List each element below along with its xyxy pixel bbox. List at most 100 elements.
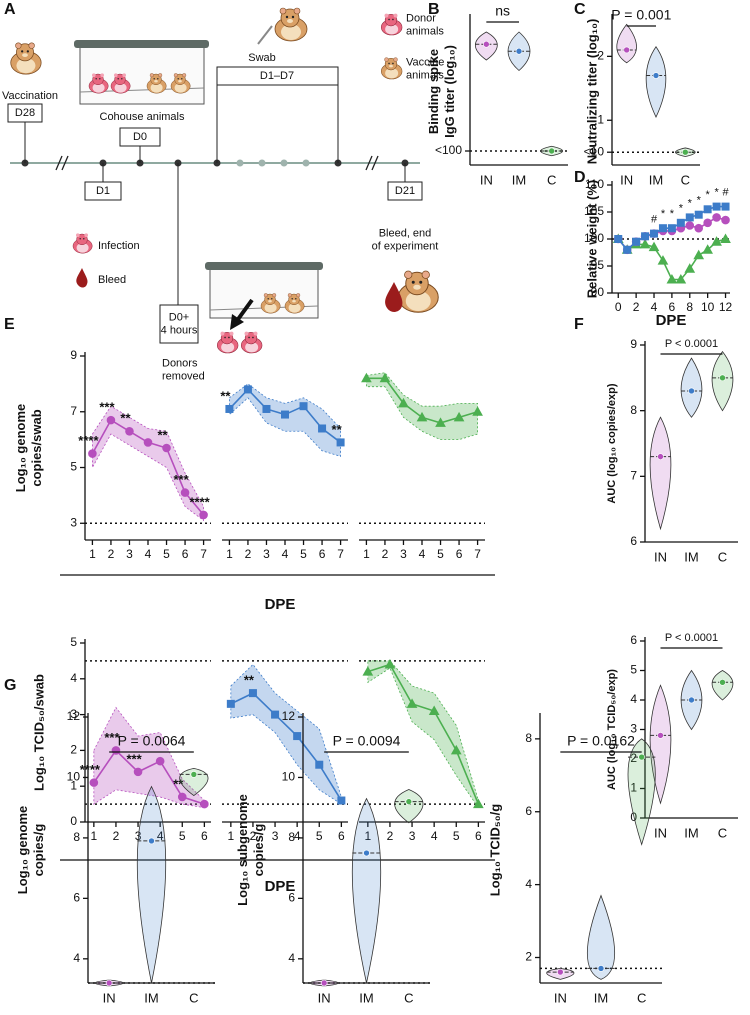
marker bbox=[641, 232, 650, 241]
median-point bbox=[483, 40, 490, 48]
median-point bbox=[557, 968, 564, 976]
y-tick-label: 10 bbox=[67, 770, 81, 784]
y-tick-label: 9 bbox=[70, 348, 77, 362]
marker bbox=[384, 658, 396, 669]
marker bbox=[711, 236, 722, 246]
hamster-icon bbox=[397, 270, 439, 313]
panel-label: E bbox=[4, 316, 15, 333]
marker bbox=[658, 224, 667, 233]
median-point bbox=[652, 72, 660, 79]
y-tick-label: 3 bbox=[70, 707, 77, 721]
significance-label: P < 0.0001 bbox=[665, 632, 718, 644]
x-tick-label: IM bbox=[649, 172, 663, 187]
median-point bbox=[719, 678, 726, 686]
x-tick-label: C bbox=[404, 990, 413, 1005]
marker bbox=[428, 705, 440, 716]
x-tick-label: 6 bbox=[319, 547, 326, 561]
y-tick-label: 4 bbox=[630, 692, 637, 706]
significance-label: *** bbox=[104, 730, 120, 745]
x-tick-label: 5 bbox=[300, 547, 307, 561]
x-tick-label: 5 bbox=[316, 829, 323, 843]
marker bbox=[712, 202, 721, 211]
significance-label: * bbox=[714, 187, 719, 199]
y-tick-label: 1 bbox=[597, 112, 604, 126]
y-tick-label: 5 bbox=[70, 635, 77, 649]
x-tick-label: 6 bbox=[201, 829, 208, 843]
marker bbox=[162, 443, 171, 453]
panel-label: D bbox=[574, 169, 586, 186]
y-axis-label: AUC (log₁₀ TCID₅₀/exp) bbox=[606, 669, 618, 790]
y-tick-label: 6 bbox=[630, 534, 637, 548]
x-tick-label: 3 bbox=[126, 547, 133, 561]
y-axis-label: Log₁₀ genomecopies/swab bbox=[14, 404, 45, 493]
y-tick-label: 90 bbox=[591, 285, 605, 299]
significance-label: *** bbox=[126, 751, 142, 766]
y-tick-label: 7 bbox=[70, 404, 77, 418]
median-point bbox=[657, 732, 664, 739]
marker bbox=[685, 213, 694, 222]
significance-label: * bbox=[706, 189, 711, 201]
y-tick-label: 3 bbox=[70, 515, 77, 529]
day-box bbox=[387, 181, 423, 201]
panel-label: B bbox=[428, 1, 440, 18]
x-tick-label: 7 bbox=[200, 547, 207, 561]
marker bbox=[639, 238, 651, 249]
violin bbox=[645, 46, 667, 118]
x-tick-label: 4 bbox=[294, 829, 301, 843]
label: Donors removed bbox=[162, 357, 205, 382]
marker bbox=[281, 410, 289, 419]
x-tick-label: IN bbox=[654, 825, 667, 840]
y-tick-label: <100 bbox=[435, 143, 462, 157]
marker bbox=[667, 224, 676, 233]
x-tick-label: IM bbox=[144, 990, 158, 1005]
marker bbox=[143, 438, 153, 447]
day-label: D1 bbox=[96, 185, 110, 197]
marker bbox=[632, 237, 641, 246]
y-tick-label: 5 bbox=[70, 460, 77, 474]
y-tick-label: 1 bbox=[630, 781, 637, 795]
y-tick-label: 3 bbox=[630, 722, 637, 736]
y-tick-label: 5 bbox=[630, 663, 637, 677]
x-tick-label: 1 bbox=[227, 829, 234, 843]
marker bbox=[693, 249, 705, 260]
median-point bbox=[405, 798, 413, 805]
marker bbox=[248, 689, 257, 698]
violin bbox=[179, 767, 209, 797]
x-tick-label: 1 bbox=[89, 547, 96, 561]
y-tick-label: 105 bbox=[584, 204, 604, 218]
y-axis-label: Binding spikeIgG titer (log₁₀) bbox=[427, 45, 458, 138]
y-tick-label: 2 bbox=[597, 49, 604, 63]
marker bbox=[177, 792, 187, 802]
x-tick-label: C bbox=[718, 549, 727, 564]
y-axis-label: Log₁₀ genomecopies/g bbox=[16, 806, 47, 895]
label: Swab bbox=[248, 52, 276, 64]
y-tick-label: 12 bbox=[282, 709, 296, 723]
x-tick-label: IM bbox=[684, 825, 698, 840]
x-tick-label: 3 bbox=[400, 547, 407, 561]
marker bbox=[362, 666, 374, 676]
x-axis-label: DPE bbox=[265, 878, 296, 895]
marker bbox=[657, 255, 669, 265]
label: Cohouse animals bbox=[100, 111, 185, 123]
x-tick-label: 3 bbox=[272, 829, 279, 843]
marker bbox=[720, 233, 731, 243]
x-tick-label: IN bbox=[654, 549, 667, 564]
legend-icon bbox=[380, 13, 403, 36]
violin bbox=[616, 23, 637, 64]
y-axis-label: Relative weight (%) bbox=[584, 180, 599, 298]
significance-label: ** bbox=[157, 427, 168, 442]
panel-label: G bbox=[4, 677, 16, 694]
x-tick-label: 6 bbox=[338, 829, 345, 843]
y-tick-label: 6 bbox=[288, 891, 295, 905]
marker bbox=[702, 244, 714, 254]
marker bbox=[199, 510, 208, 520]
y-tick-label: 4 bbox=[288, 951, 295, 965]
y-tick-label: 8 bbox=[630, 403, 637, 417]
marker bbox=[712, 213, 721, 222]
marker bbox=[450, 744, 462, 755]
y-tick-label: 110 bbox=[585, 177, 604, 191]
marker bbox=[685, 221, 695, 230]
marker bbox=[703, 218, 712, 228]
y-tick-label: 6 bbox=[630, 633, 637, 647]
x-axis-label: DPE bbox=[265, 596, 296, 613]
